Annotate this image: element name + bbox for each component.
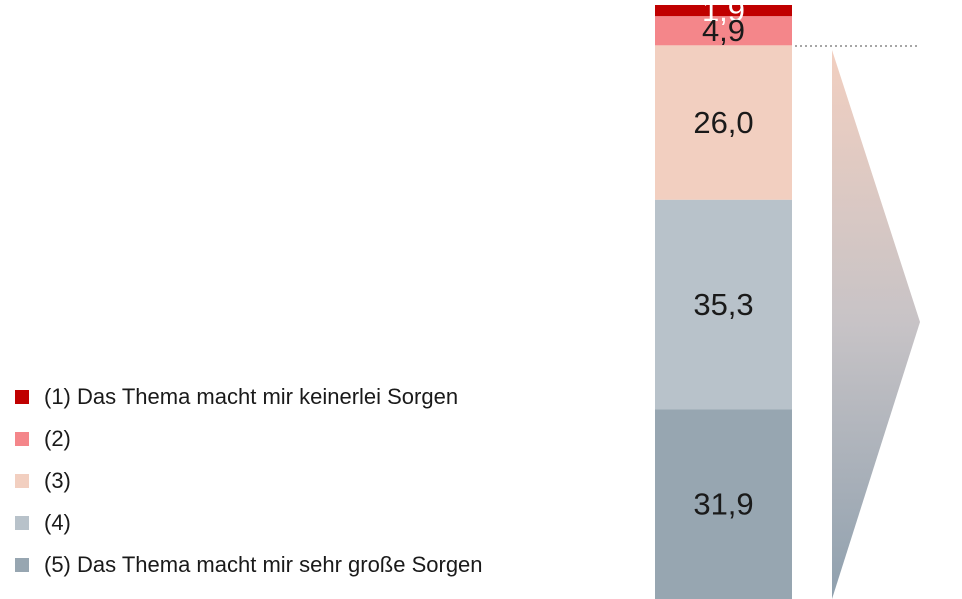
bar-segment	[655, 409, 792, 599]
legend-label: (4)	[44, 510, 71, 535]
legend-label: (2)	[44, 426, 71, 451]
data-label: 31,9	[693, 486, 753, 521]
legend-swatch	[15, 516, 29, 530]
bar-segment	[655, 16, 792, 46]
bar-segment	[655, 45, 792, 200]
data-label: 26,0	[693, 105, 753, 140]
legend-label: (5) Das Thema macht mir sehr große Sorge…	[44, 552, 483, 577]
data-label: 4,9	[702, 13, 745, 48]
legend-swatch	[15, 390, 29, 404]
arrow	[832, 50, 920, 599]
legend-swatch	[15, 432, 29, 446]
legend-swatch	[15, 558, 29, 572]
legend-swatch	[15, 474, 29, 488]
data-label: 1,9	[702, 0, 745, 28]
data-label: 35,3	[693, 287, 753, 322]
bar-segment	[655, 5, 792, 17]
bar-segment	[655, 199, 792, 410]
legend-label: (3)	[44, 468, 71, 493]
legend-label: (1) Das Thema macht mir keinerlei Sorgen	[44, 384, 458, 409]
